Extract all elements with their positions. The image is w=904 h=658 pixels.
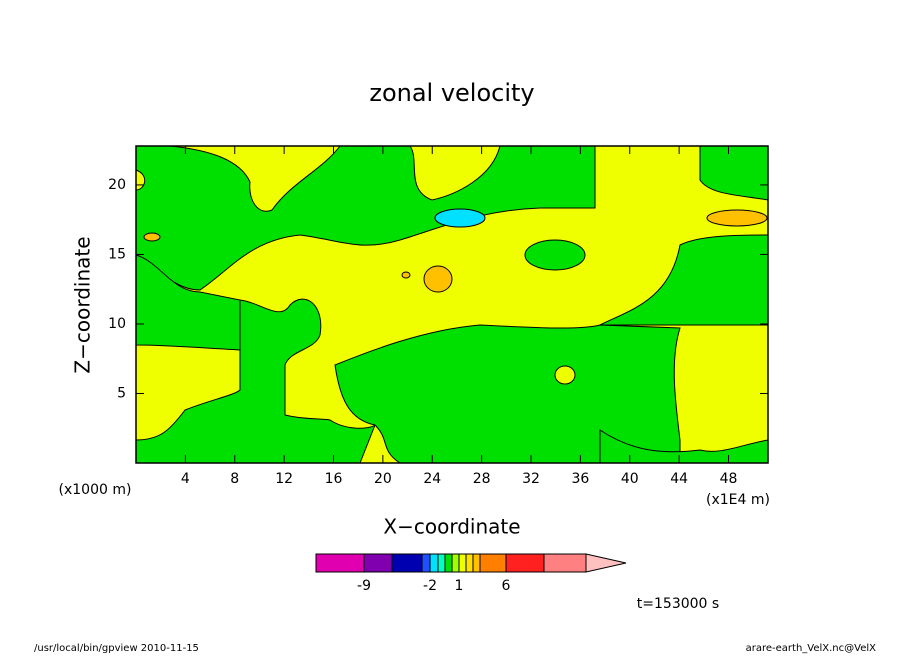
footer-right: arare-earth_VelX.nc@VelX — [746, 643, 877, 654]
colorbar-box — [543, 553, 587, 573]
colorbar-box — [465, 553, 474, 573]
x-tick-label: 20 — [374, 471, 392, 487]
colorbar: -9 -2 1 6 — [315, 553, 627, 594]
x-unit-label: (x1E4 m) — [706, 492, 770, 508]
contour-field — [135, 145, 769, 464]
colorbar-box — [391, 553, 423, 573]
colorbar-box — [363, 553, 393, 573]
x-tick-label: 32 — [522, 471, 540, 487]
y-unit-label: (x1000 m) — [59, 482, 132, 498]
region — [135, 145, 596, 291]
x-tick-label: 36 — [571, 471, 589, 487]
y-tick-label: 20 — [108, 177, 126, 193]
colorbar-box — [451, 553, 460, 573]
y-tick-label: 10 — [108, 316, 126, 332]
colorbar-extension — [585, 553, 627, 573]
y-tick-label: 15 — [108, 246, 126, 262]
region — [334, 324, 681, 464]
colorbar-box — [472, 553, 481, 573]
chart-title: zonal velocity — [369, 79, 534, 107]
x-tick-label: 4 — [181, 471, 190, 487]
footer-left: /usr/local/bin/gpview 2010-11-15 — [34, 643, 199, 654]
region — [554, 365, 576, 385]
colorbar-box — [421, 553, 431, 573]
region — [135, 298, 377, 464]
colorbar-box — [437, 553, 446, 573]
region — [423, 265, 453, 293]
x-tick-label: 8 — [230, 471, 239, 487]
annotation: t=153000 s — [637, 596, 719, 612]
x-tick-label: 24 — [423, 471, 441, 487]
region — [401, 271, 411, 279]
y-axis-title: Z−coordinate — [71, 236, 95, 373]
x-axis-title: X−coordinate — [383, 515, 520, 539]
region — [599, 429, 769, 464]
x-tick-label: 28 — [473, 471, 491, 487]
colorbar-box — [479, 553, 507, 573]
plot-frame — [135, 145, 769, 464]
colorbar-tick-label: 1 — [455, 578, 464, 594]
region — [599, 234, 769, 326]
region — [143, 232, 161, 242]
region — [434, 208, 486, 228]
colorbar-box — [315, 553, 365, 573]
x-tick-label: 48 — [720, 471, 738, 487]
y-tick-label: 5 — [117, 385, 126, 401]
colorbar-tick-label: 6 — [502, 578, 511, 594]
x-tick-label: 16 — [325, 471, 343, 487]
x-tick-label: 40 — [621, 471, 639, 487]
colorbar-box — [505, 553, 545, 573]
region — [524, 239, 586, 271]
region — [706, 209, 768, 227]
colorbar-tick-label: -2 — [423, 578, 437, 594]
colorbar-tick-label: -9 — [357, 578, 371, 594]
x-tick-label: 44 — [670, 471, 688, 487]
colorbar-box — [444, 553, 453, 573]
colorbar-box — [429, 553, 439, 573]
colorbar-box — [458, 553, 467, 573]
x-tick-label: 12 — [275, 471, 293, 487]
